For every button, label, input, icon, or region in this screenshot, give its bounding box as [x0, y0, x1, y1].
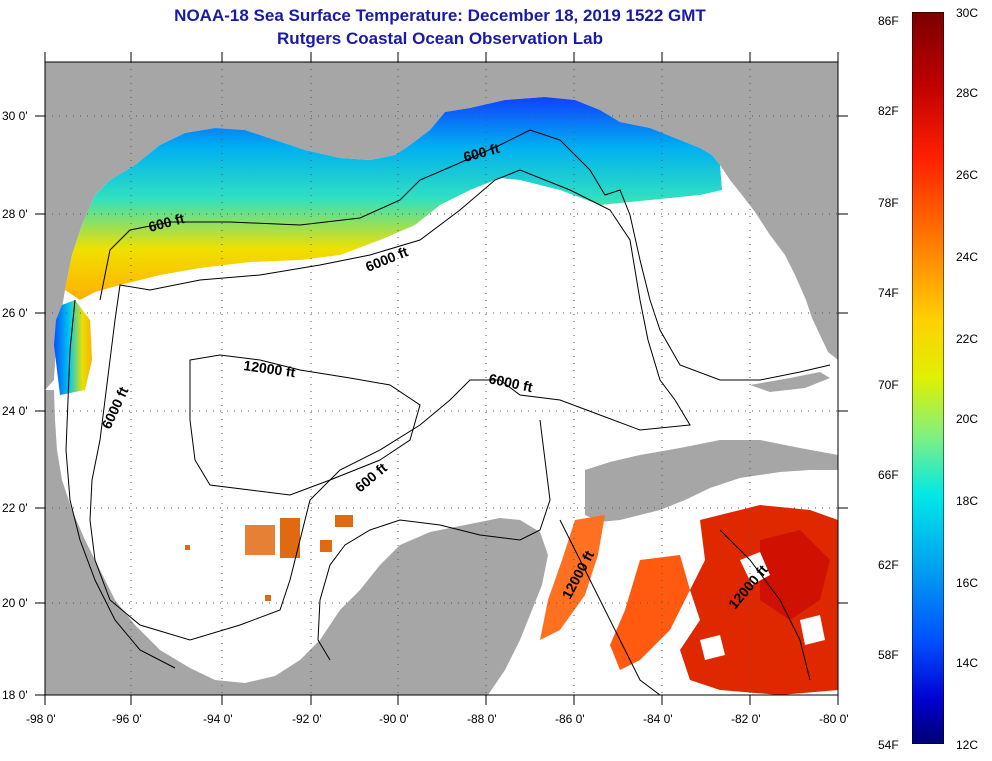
- sst-central-scatter: [185, 515, 353, 601]
- land-florida-keys: [750, 372, 830, 392]
- lat-label-26: 26 0': [2, 306, 28, 320]
- lon-label-80: -80 0': [819, 712, 849, 726]
- lon-label-86: -86 0': [555, 712, 585, 726]
- map-frame: [44, 61, 839, 696]
- lat-label-28: 28 0': [2, 207, 28, 221]
- contour-label-12000-central: 12000 ft: [243, 357, 297, 380]
- lon-label-94: -94 0': [203, 712, 233, 726]
- colorbar-c-30: 30C: [956, 6, 979, 20]
- colorbar-c-24: 24C: [956, 250, 979, 264]
- colorbar-c-20: 20C: [956, 412, 979, 426]
- colorbar-f-74: 74F: [878, 286, 899, 300]
- colorbar-f-70: 70F: [878, 378, 899, 392]
- colorbar: [912, 12, 944, 744]
- colorbar-c-16: 16C: [956, 576, 979, 590]
- colorbar-f-62: 62F: [878, 558, 899, 572]
- colorbar-c-22: 22C: [956, 332, 979, 346]
- colorbar-f-54: 54F: [878, 738, 899, 752]
- colorbar-f-58: 58F: [878, 648, 899, 662]
- lon-label-92: -92 0': [292, 712, 322, 726]
- lon-label-98: -98 0': [26, 712, 56, 726]
- sst-north-band: [65, 97, 722, 300]
- lat-label-20: 20 0': [2, 596, 28, 610]
- colorbar-c-28: 28C: [956, 86, 979, 100]
- lat-label-22: 22 0': [2, 501, 28, 515]
- colorbar-c-26: 26C: [956, 168, 979, 182]
- colorbar-f-82: 82F: [878, 104, 899, 118]
- lat-label-18: 18 0': [2, 688, 28, 702]
- sst-west-strip: [54, 300, 92, 395]
- colorbar-c-18: 18C: [956, 494, 979, 508]
- lon-label-96: -96 0': [112, 712, 142, 726]
- lon-label-84: -84 0': [643, 712, 673, 726]
- depth-contours: [65, 129, 831, 695]
- colorbar-f-66: 66F: [878, 468, 899, 482]
- axis-ticks: [35, 52, 848, 705]
- title-line-2: Rutgers Coastal Ocean Observation Lab: [277, 29, 603, 48]
- lat-label-24: 24 0': [2, 404, 28, 418]
- land-mexico: [45, 390, 548, 695]
- land-us: [45, 62, 838, 390]
- lon-label-88: -88 0': [467, 712, 497, 726]
- colorbar-f-86: 86F: [878, 14, 899, 28]
- colorbar-c-14: 14C: [956, 656, 979, 670]
- land-cuba: [585, 440, 838, 522]
- lon-label-82: -82 0': [731, 712, 761, 726]
- title-line-1: NOAA-18 Sea Surface Temperature: Decembe…: [174, 6, 706, 25]
- graticule: [45, 62, 838, 695]
- colorbar-c-12: 12C: [956, 738, 979, 752]
- lat-label-30: 30 0': [2, 109, 28, 123]
- lon-label-90: -90 0': [379, 712, 409, 726]
- colorbar-f-78: 78F: [878, 196, 899, 210]
